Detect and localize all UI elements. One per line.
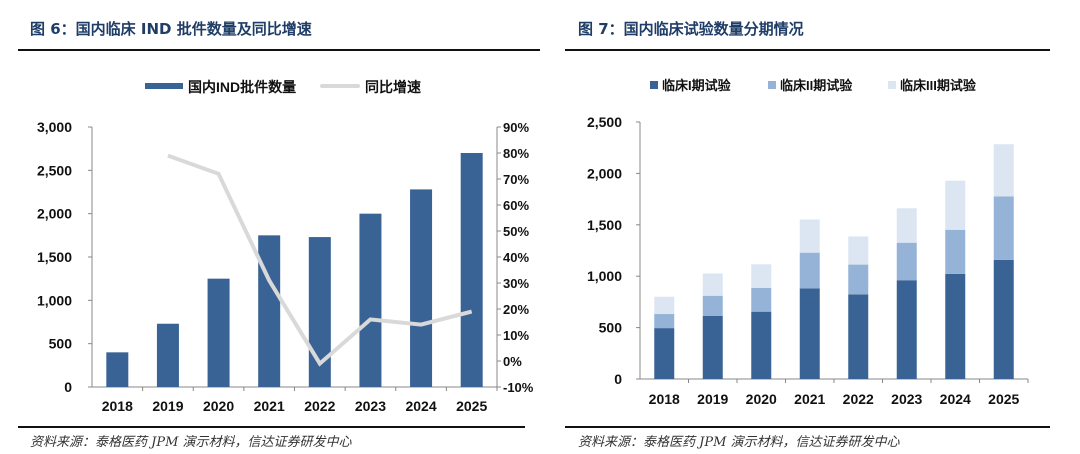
legend-swatch-phase3 bbox=[888, 81, 896, 89]
x-tick-label: 2020 bbox=[746, 391, 777, 407]
bar-2025-phase2 bbox=[993, 196, 1014, 260]
y-tick-label: 1,500 bbox=[587, 217, 622, 233]
y2-tick-label: 30% bbox=[503, 276, 529, 291]
y-tick-label: 2,500 bbox=[587, 114, 622, 130]
bar-2019-phase3 bbox=[702, 273, 723, 296]
y-tick-label: 1,000 bbox=[587, 268, 622, 284]
bar-2022-phase3 bbox=[848, 236, 869, 265]
bar-2023-phase3 bbox=[896, 208, 917, 243]
legend-swatch-phase1 bbox=[650, 81, 658, 89]
bar-2022-phase2 bbox=[848, 264, 869, 295]
bar-2025 bbox=[460, 153, 483, 387]
x-tick-label: 2022 bbox=[843, 391, 874, 407]
figure7-title: 图 7：国内临床试验数量分期情况 bbox=[578, 20, 804, 38]
y2-tick-label: 10% bbox=[503, 328, 529, 343]
legend-line-label: 同比增速 bbox=[365, 79, 421, 95]
bar-2021-phase2 bbox=[799, 252, 820, 289]
y-tick-label: 1,000 bbox=[37, 292, 72, 308]
y-tick-label: 500 bbox=[599, 320, 623, 336]
x-tick-label: 2022 bbox=[304, 398, 335, 414]
legend-label-phase2: 临床II期试验 bbox=[780, 78, 853, 93]
y-tick-label: 2,000 bbox=[37, 206, 72, 222]
x-tick-label: 2025 bbox=[456, 398, 487, 414]
bar-2024-phase3 bbox=[945, 180, 966, 230]
y-tick-label: 3,000 bbox=[37, 119, 72, 135]
x-tick-label: 2018 bbox=[649, 391, 680, 407]
bar-2018 bbox=[106, 352, 129, 387]
x-tick-label: 2021 bbox=[254, 398, 285, 414]
x-tick-label: 2021 bbox=[794, 391, 825, 407]
bar-2024-phase1 bbox=[945, 273, 966, 379]
bar-2021-phase3 bbox=[799, 219, 820, 253]
bar-2021 bbox=[258, 235, 281, 387]
y2-tick-label: 60% bbox=[503, 198, 529, 213]
x-tick-label: 2019 bbox=[152, 398, 183, 414]
x-tick-label: 2019 bbox=[697, 391, 728, 407]
bar-2021-phase1 bbox=[799, 288, 820, 379]
bar-2024 bbox=[410, 189, 433, 387]
x-tick-label: 2018 bbox=[102, 398, 133, 414]
y2-tick-label: 50% bbox=[503, 224, 529, 239]
x-tick-label: 2024 bbox=[405, 398, 436, 414]
bar-2025-phase3 bbox=[993, 144, 1014, 197]
bar-2018-phase3 bbox=[654, 296, 675, 315]
y-tick-label: 2,500 bbox=[37, 162, 72, 178]
y2-tick-label: 40% bbox=[503, 250, 529, 265]
figure6-source: 资料来源：泰格医药 JPM 演示材料，信达证券研发中心 bbox=[30, 435, 352, 450]
legend-bar-swatch bbox=[145, 83, 183, 89]
legend-bar-label: 国内IND批件数量 bbox=[188, 79, 296, 95]
y2-tick-label: 70% bbox=[503, 172, 529, 187]
x-tick-label: 2025 bbox=[988, 391, 1019, 407]
bar-2022 bbox=[308, 237, 331, 387]
y2-tick-label: 80% bbox=[503, 146, 529, 161]
figure6-top-rule bbox=[18, 49, 540, 51]
bar-2020-phase2 bbox=[751, 287, 772, 312]
bar-2019 bbox=[156, 323, 179, 387]
bar-2023 bbox=[359, 213, 382, 387]
bar-2023-phase2 bbox=[896, 242, 917, 281]
bar-2020 bbox=[207, 278, 230, 387]
y2-tick-label: -10% bbox=[503, 380, 534, 395]
y-tick-label: 0 bbox=[614, 371, 622, 387]
figure7-source: 资料来源：泰格医药 JPM 演示材料，信达证券研发中心 bbox=[578, 435, 900, 450]
bar-2025-phase1 bbox=[993, 259, 1014, 379]
legend-line-swatch bbox=[320, 84, 360, 88]
bar-2019-phase2 bbox=[702, 295, 723, 316]
bar-2022-phase1 bbox=[848, 294, 869, 379]
legend-label-phase3: 临床III期试验 bbox=[900, 78, 977, 93]
figure7-top-rule bbox=[565, 49, 1050, 51]
figure6-title: 图 6：国内临床 IND 批件数量及同比增速 bbox=[30, 20, 312, 38]
x-tick-label: 2020 bbox=[203, 398, 234, 414]
bar-2024-phase2 bbox=[945, 229, 966, 274]
y2-tick-label: 20% bbox=[503, 302, 529, 317]
legend-label-phase1: 临床I期试验 bbox=[662, 78, 732, 93]
y2-tick-label: 0% bbox=[503, 354, 522, 369]
bar-2023-phase1 bbox=[896, 280, 917, 379]
bar-2020-phase1 bbox=[751, 311, 772, 379]
figure7-bottom-rule bbox=[565, 426, 1050, 428]
bar-2019-phase1 bbox=[702, 315, 723, 379]
figure6-bottom-rule bbox=[18, 426, 525, 428]
x-tick-label: 2024 bbox=[940, 391, 971, 407]
y-tick-label: 0 bbox=[64, 379, 72, 395]
y2-tick-label: 90% bbox=[503, 120, 529, 135]
bar-2018-phase1 bbox=[654, 328, 675, 379]
y-tick-label: 2,000 bbox=[587, 165, 622, 181]
y-tick-label: 1,500 bbox=[37, 249, 72, 265]
bar-2018-phase2 bbox=[654, 314, 675, 329]
x-tick-label: 2023 bbox=[355, 398, 386, 414]
legend-swatch-phase2 bbox=[768, 81, 776, 89]
bar-2020-phase3 bbox=[751, 264, 772, 288]
x-tick-label: 2023 bbox=[891, 391, 922, 407]
y-tick-label: 500 bbox=[49, 336, 73, 352]
